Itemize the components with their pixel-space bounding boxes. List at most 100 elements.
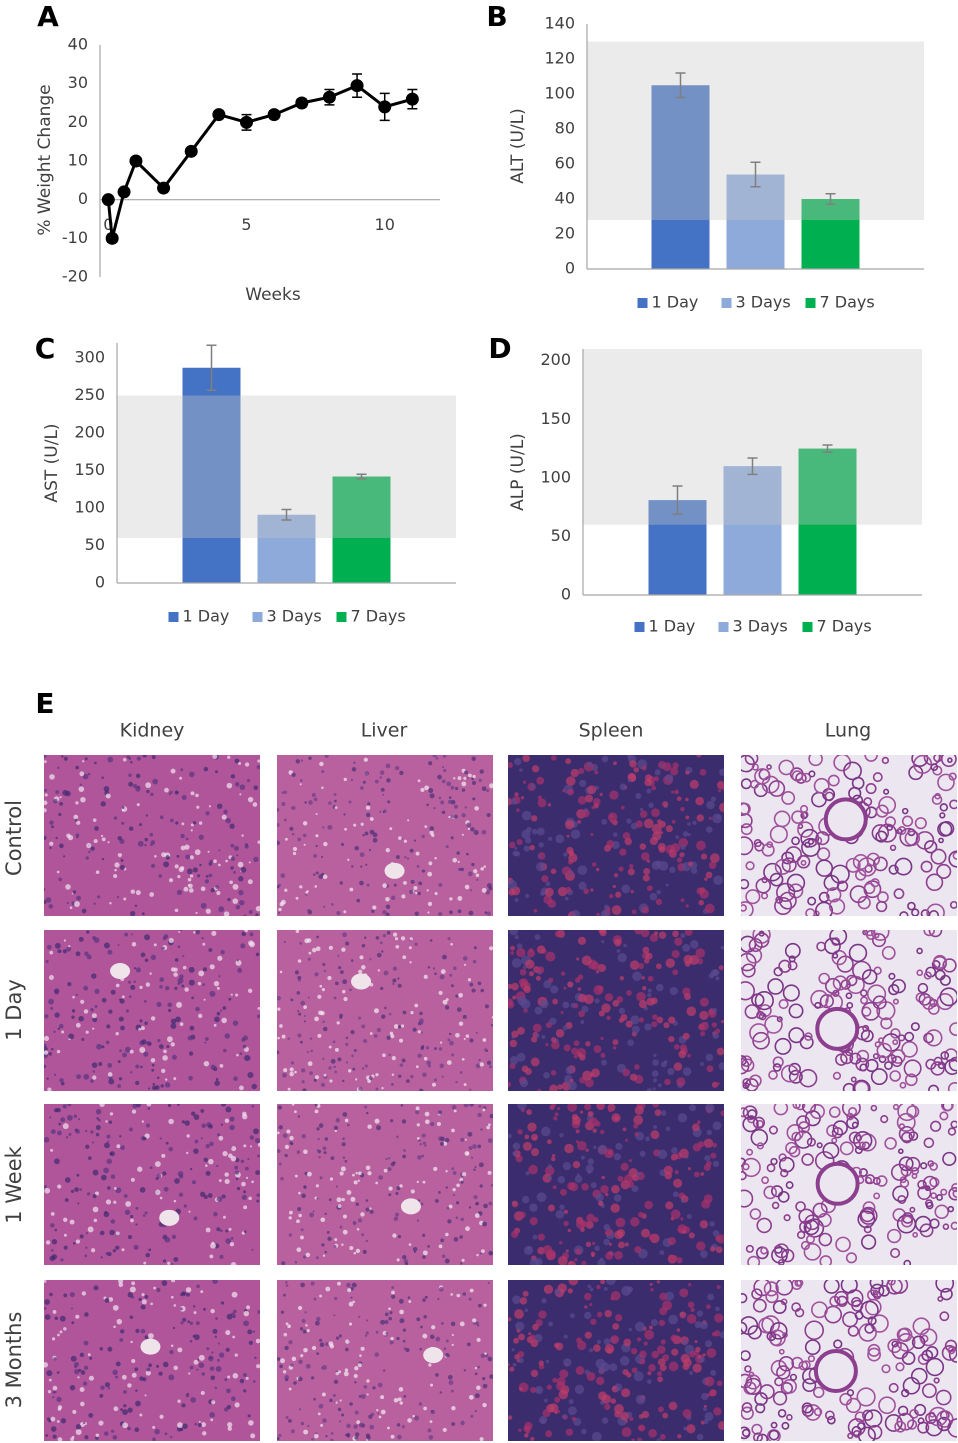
- tissue-texture: [464, 1083, 467, 1086]
- tissue-texture: [130, 985, 135, 990]
- tissue-texture: [210, 1309, 214, 1313]
- tissue-texture: [678, 1050, 686, 1058]
- histology-image: [733, 923, 958, 1097]
- tissue-texture: [211, 931, 216, 936]
- tissue-texture: [139, 1413, 142, 1416]
- tissue-texture: [291, 806, 295, 810]
- tissue-texture: [157, 1174, 161, 1178]
- tissue-texture: [683, 955, 692, 964]
- tissue-texture: [414, 1004, 418, 1008]
- tissue-texture: [402, 1059, 406, 1063]
- tissue-texture: [334, 1380, 338, 1384]
- tissue-texture: [570, 1313, 575, 1318]
- tissue-texture: [304, 1015, 306, 1017]
- tissue-texture: [59, 802, 63, 806]
- tissue-texture: [683, 1033, 690, 1040]
- tissue-texture: [415, 892, 417, 894]
- tissue-texture: [276, 996, 280, 1000]
- tissue-texture: [649, 1325, 653, 1329]
- tissue-texture: [307, 1329, 310, 1332]
- histology-image: [276, 1280, 494, 1442]
- tissue-texture: [146, 1123, 150, 1127]
- tissue-texture: [473, 1195, 477, 1199]
- tissue-texture: [196, 1285, 200, 1289]
- tissue-texture: [418, 881, 422, 885]
- tissue-texture: [159, 1415, 163, 1419]
- tissue-texture: [225, 1107, 231, 1113]
- tissue-texture: [324, 1074, 327, 1077]
- tissue-texture: [389, 1187, 393, 1191]
- tissue-texture: [434, 1047, 437, 1050]
- tissue-texture: [119, 999, 121, 1001]
- tissue-texture: [422, 1298, 425, 1301]
- tissue-texture: [507, 1134, 512, 1139]
- legend-label: 1 Day: [183, 607, 230, 626]
- tissue-texture: [457, 1007, 462, 1012]
- tissue-texture: [524, 1425, 531, 1432]
- tissue-texture: [248, 989, 252, 993]
- tissue-texture: [218, 864, 221, 867]
- tissue-texture: [330, 1177, 333, 1180]
- y-axis-label: ALP (U/L): [508, 433, 528, 511]
- tissue-texture: [71, 1356, 77, 1362]
- tissue-texture: [222, 1151, 227, 1156]
- tissue-texture: [151, 1058, 156, 1063]
- tissue-texture: [218, 849, 220, 851]
- tissue-texture: [462, 788, 465, 791]
- tissue-texture: [75, 801, 78, 804]
- tissue-texture: [191, 1111, 195, 1115]
- tissue-texture: [221, 1102, 226, 1107]
- tissue-texture: [697, 814, 704, 821]
- tissue-texture: [647, 993, 651, 997]
- tissue-texture: [634, 926, 642, 934]
- tissue-texture: [682, 1230, 685, 1233]
- tissue-texture: [154, 855, 157, 858]
- tissue-texture: [167, 1262, 170, 1265]
- tissue-texture: [429, 1435, 434, 1440]
- tissue-texture: [248, 1197, 252, 1201]
- tissue-texture: [217, 1196, 223, 1202]
- tissue-texture: [70, 1292, 75, 1297]
- tissue-texture: [144, 934, 150, 940]
- tissue-texture: [152, 1064, 155, 1067]
- tissue-texture: [290, 1364, 293, 1367]
- tissue-texture: [351, 959, 354, 962]
- tissue-texture: [524, 845, 530, 851]
- tissue-texture: [600, 1185, 608, 1193]
- tissue-texture: [461, 781, 466, 786]
- tissue-texture: [452, 1188, 455, 1191]
- tissue-texture: [180, 1294, 182, 1296]
- tissue-texture: [397, 1435, 402, 1440]
- tissue-texture: [709, 1221, 715, 1227]
- tissue-texture: [355, 1172, 357, 1174]
- tissue-texture: [614, 939, 621, 946]
- tissue-texture: [283, 1370, 286, 1373]
- tissue-texture: [49, 774, 55, 780]
- reference-range: [587, 42, 924, 221]
- tissue-texture: [351, 779, 353, 781]
- tissue-texture: [451, 1422, 455, 1426]
- tissue-texture: [656, 899, 662, 905]
- tissue-texture: [304, 938, 309, 943]
- tissue-texture: [680, 933, 685, 938]
- tissue-texture: [145, 782, 151, 788]
- tissue-texture: [594, 998, 599, 1003]
- tissue-texture: [99, 1102, 104, 1107]
- tissue-texture: [552, 1154, 555, 1157]
- tissue-texture: [301, 759, 303, 761]
- tissue-texture: [372, 905, 376, 909]
- tissue-texture: [239, 793, 241, 795]
- tissue-texture: [339, 1334, 342, 1337]
- tissue-texture: [674, 1062, 682, 1070]
- tissue-texture: [106, 1199, 111, 1204]
- tissue-texture: [276, 1437, 280, 1441]
- tissue-texture: [202, 1431, 206, 1435]
- tissue-texture: [394, 884, 397, 887]
- tissue-texture: [204, 1158, 209, 1163]
- tissue-texture: [514, 792, 518, 796]
- tissue-texture: [579, 780, 586, 787]
- tissue-texture: [169, 793, 172, 796]
- tissue-texture: [562, 1002, 569, 1009]
- tissue-texture: [601, 1060, 607, 1066]
- tissue-texture: [442, 1255, 446, 1259]
